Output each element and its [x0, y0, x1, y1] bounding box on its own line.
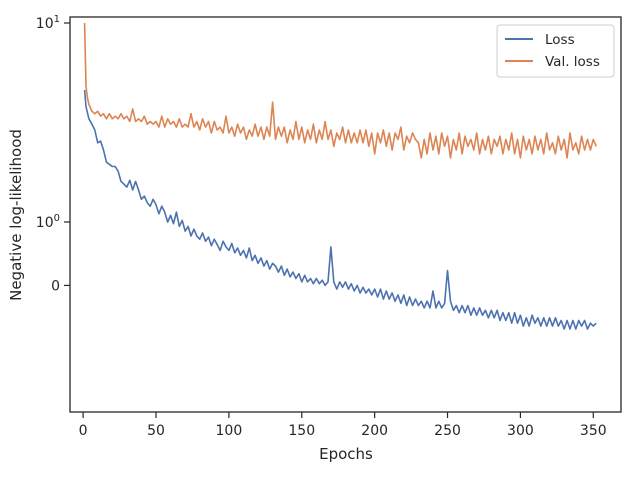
y-tick-label: 0 [51, 278, 60, 294]
y-tick-label: 101 [36, 14, 60, 32]
x-tick-label: 50 [147, 423, 165, 439]
x-axis: 0 50 100 150 200 250 300 350 [79, 412, 607, 439]
plot-area [70, 17, 621, 412]
x-tick-label: 100 [216, 423, 243, 439]
plot-frame [69, 16, 622, 413]
x-tick-label: 350 [580, 423, 607, 439]
x-tick-label: 300 [507, 423, 534, 439]
y-axis-title: Negative log-likelihood [7, 129, 25, 301]
series-line-loss [83, 90, 597, 330]
legend-label-val-loss: Val. loss [545, 54, 600, 70]
x-tick-label: 150 [288, 423, 315, 439]
y-tick-label: 100 [36, 213, 60, 231]
x-axis-title: Epochs [319, 445, 373, 463]
series-layer [83, 22, 597, 330]
x-tick-label: 250 [434, 423, 461, 439]
x-tick-label: 200 [361, 423, 388, 439]
legend: Loss Val. loss [496, 24, 615, 78]
y-axis: 101 100 0 [36, 14, 70, 294]
series-line-val-loss [83, 22, 597, 159]
legend-label-loss: Loss [545, 32, 575, 48]
x-tick-label: 0 [79, 423, 88, 439]
